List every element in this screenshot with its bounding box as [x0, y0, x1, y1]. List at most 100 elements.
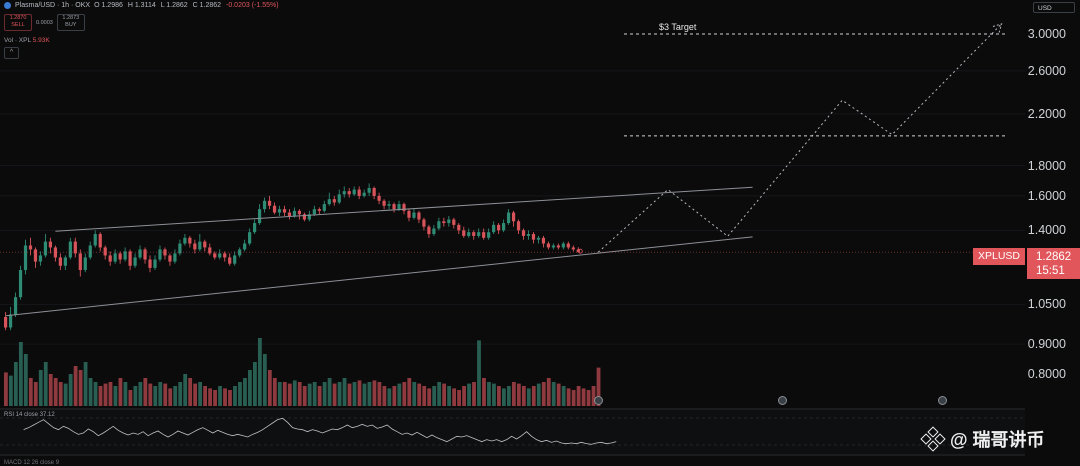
- candle-body: [108, 255, 112, 262]
- volume-bar: [267, 370, 272, 406]
- volume-bar: [497, 386, 501, 406]
- candle-body: [138, 249, 142, 258]
- volume-bar: [272, 378, 277, 406]
- candle-body: [357, 189, 361, 196]
- currency-selector[interactable]: USD: [1033, 2, 1075, 13]
- event-marker-icon[interactable]: [778, 396, 787, 405]
- buy-button[interactable]: 1.2873 BUY: [56, 14, 85, 31]
- candle-body: [497, 224, 501, 231]
- candle-body: [153, 259, 157, 268]
- volume-bar: [337, 382, 342, 406]
- volume-bar: [188, 378, 193, 406]
- volume-bar: [43, 362, 48, 406]
- volume-bar: [472, 382, 476, 406]
- rsi-line: [23, 417, 617, 445]
- volume-bar: [287, 383, 292, 406]
- projection-path: [597, 23, 1002, 253]
- candle-body: [302, 214, 306, 220]
- candle-body: [48, 241, 53, 248]
- candle-body: [103, 247, 107, 256]
- volume-bar: [183, 374, 188, 406]
- volume-label: Vol · XPL: [4, 37, 31, 44]
- candle-body: [163, 249, 167, 256]
- candle-body: [526, 234, 531, 236]
- price-axis-tick: 3.0000: [1027, 27, 1066, 41]
- candle-body: [257, 209, 262, 224]
- volume-bar: [28, 378, 33, 406]
- sell-label: SELL: [11, 22, 25, 28]
- volume-bar: [477, 340, 481, 406]
- volume-bar: [531, 386, 536, 406]
- event-marker-icon[interactable]: [938, 396, 947, 405]
- volume-bar: [447, 386, 452, 406]
- volume-bar: [203, 386, 207, 406]
- event-marker-icon[interactable]: [594, 396, 603, 405]
- volume-bar: [402, 382, 407, 406]
- volume-bar: [218, 386, 222, 406]
- candle-body: [233, 255, 237, 264]
- volume-bar: [302, 386, 307, 406]
- candle-body: [68, 241, 72, 258]
- volume-bar: [33, 382, 38, 406]
- chevron-up-icon: ^: [9, 49, 14, 56]
- candle-body: [33, 249, 38, 262]
- volume-bar: [462, 386, 466, 406]
- volume-bar: [148, 383, 153, 406]
- channel-upper-line: [55, 186, 753, 232]
- volume-bar: [457, 390, 461, 406]
- candle-body: [262, 200, 267, 210]
- volume-bar: [367, 382, 372, 406]
- volume-bar: [88, 378, 93, 406]
- candle-body: [417, 212, 421, 220]
- candle-body: [277, 209, 282, 213]
- candle-body: [546, 243, 551, 248]
- volume-bar: [153, 386, 158, 406]
- volume-bar: [253, 362, 257, 406]
- volume-bar: [23, 354, 28, 406]
- candle-body: [516, 221, 521, 231]
- candle-body: [267, 200, 272, 206]
- candle-body: [347, 191, 351, 195]
- candle-body: [477, 232, 481, 236]
- symbol-title[interactable]: Plasma/USD · 1h · OKX: [15, 2, 91, 9]
- volume-bar: [233, 386, 237, 406]
- volume-bar: [556, 383, 561, 406]
- volume-bar: [8, 375, 13, 406]
- candle-body: [28, 245, 33, 250]
- buy-label: BUY: [65, 22, 77, 28]
- candle-body: [551, 245, 555, 248]
- candle-body: [208, 247, 212, 254]
- candle-body: [322, 204, 326, 211]
- candle-body: [248, 232, 252, 244]
- volume-bar: [342, 378, 347, 406]
- volume-bar: [113, 386, 118, 406]
- candle-body: [452, 219, 456, 225]
- volume-bar: [442, 383, 447, 406]
- candle-body: [511, 212, 516, 222]
- volume-bar: [98, 386, 103, 406]
- sell-button[interactable]: 1.2870 SELL: [4, 14, 32, 31]
- volume-bar: [213, 390, 217, 406]
- price-axis-tick: 2.6000: [1027, 63, 1066, 78]
- candle-body: [492, 224, 496, 233]
- volume-bar: [521, 386, 526, 406]
- candle-body: [372, 188, 376, 196]
- volume-bar: [143, 378, 148, 406]
- collapse-legend-button[interactable]: ^: [4, 47, 19, 59]
- volume-bar: [551, 382, 556, 406]
- candle-body: [13, 297, 18, 315]
- rsi-background: [0, 410, 1025, 454]
- drawing-overlays: [0, 23, 1025, 317]
- volume-bar: [292, 380, 297, 406]
- candle-body: [457, 224, 461, 231]
- volume-bar: [238, 382, 242, 406]
- order-buttons: 1.2870 SELL 0.0003 1.2873 BUY: [4, 14, 85, 31]
- price-axis-tick: 1.8000: [1027, 158, 1066, 173]
- candle-body: [561, 243, 565, 248]
- candle-body: [4, 317, 8, 328]
- candle-body: [402, 204, 406, 211]
- candle-body: [98, 234, 102, 248]
- volume-bar: [78, 370, 83, 406]
- candle-body: [367, 188, 371, 193]
